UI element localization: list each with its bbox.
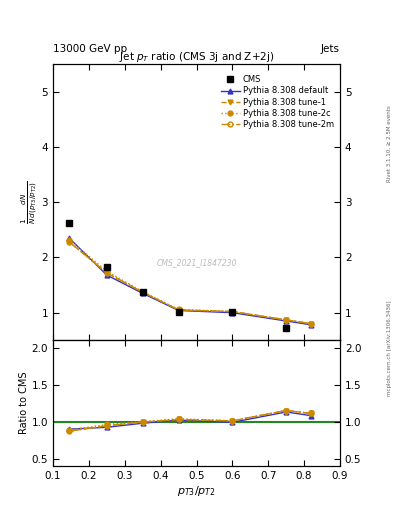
Text: mcplots.cern.ch [arXiv:1306.3436]: mcplots.cern.ch [arXiv:1306.3436]	[387, 301, 392, 396]
Y-axis label: $\frac{1}{N}\frac{dN}{d(p_{T3}/p_{T2})}$: $\frac{1}{N}\frac{dN}{d(p_{T3}/p_{T2})}$	[20, 180, 40, 224]
Text: Jets: Jets	[321, 44, 340, 54]
Y-axis label: Ratio to CMS: Ratio to CMS	[19, 372, 29, 434]
Text: Rivet 3.1.10, ≥ 2.5M events: Rivet 3.1.10, ≥ 2.5M events	[387, 105, 392, 182]
Title: Jet $p_T$ ratio (CMS 3j and Z+2j): Jet $p_T$ ratio (CMS 3j and Z+2j)	[119, 50, 274, 64]
Text: 13000 GeV pp: 13000 GeV pp	[53, 44, 127, 54]
Legend: CMS, Pythia 8.308 default, Pythia 8.308 tune-1, Pythia 8.308 tune-2c, Pythia 8.3: CMS, Pythia 8.308 default, Pythia 8.308 …	[220, 74, 336, 131]
Text: CMS_2021_I1847230: CMS_2021_I1847230	[156, 259, 237, 267]
X-axis label: $p_{T3}/p_{T2}$: $p_{T3}/p_{T2}$	[177, 483, 216, 498]
